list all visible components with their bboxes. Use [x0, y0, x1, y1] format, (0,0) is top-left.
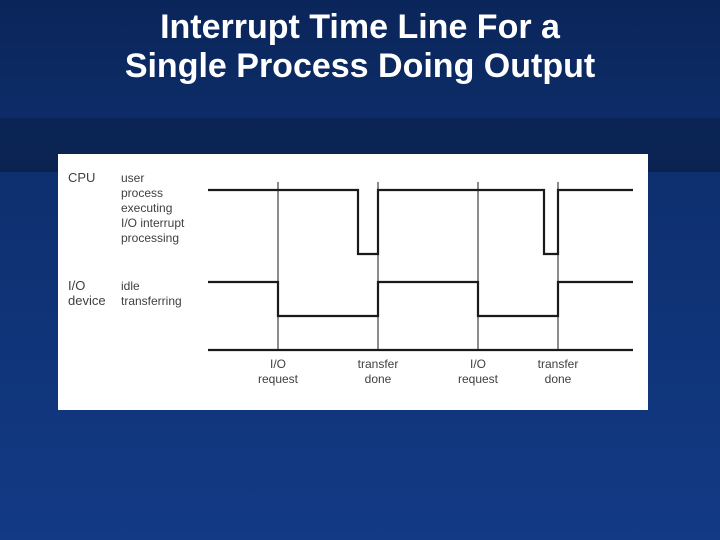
svg-text:process: process: [121, 186, 163, 200]
svg-text:executing: executing: [121, 201, 172, 215]
slide-title: Interrupt Time Line For a Single Process…: [0, 8, 720, 86]
svg-text:user: user: [121, 171, 144, 185]
svg-text:request: request: [258, 372, 299, 386]
svg-text:transfer: transfer: [538, 357, 579, 371]
timeline-diagram: CPU userprocessexecutingI/O interruptproc…: [58, 154, 648, 410]
svg-text:I/O: I/O: [470, 357, 486, 371]
svg-text:processing: processing: [121, 231, 179, 245]
svg-text:CPU: CPU: [68, 170, 95, 185]
svg-text:I/O: I/O: [68, 278, 85, 293]
svg-text:I/O: I/O: [270, 357, 286, 371]
timeline-svg: CPU userprocessexecutingI/O interruptproc…: [58, 154, 648, 410]
svg-text:done: done: [545, 372, 572, 386]
svg-text:done: done: [365, 372, 392, 386]
svg-text:device: device: [68, 293, 106, 308]
svg-text:I/O interrupt: I/O interrupt: [121, 216, 185, 230]
svg-text:idle: idle: [121, 279, 140, 293]
svg-text:request: request: [458, 372, 499, 386]
svg-text:transferring: transferring: [121, 294, 182, 308]
svg-text:transfer: transfer: [358, 357, 399, 371]
title-line-1: Interrupt Time Line For a: [160, 8, 560, 46]
title-line-2: Single Process Doing Output: [125, 47, 595, 85]
